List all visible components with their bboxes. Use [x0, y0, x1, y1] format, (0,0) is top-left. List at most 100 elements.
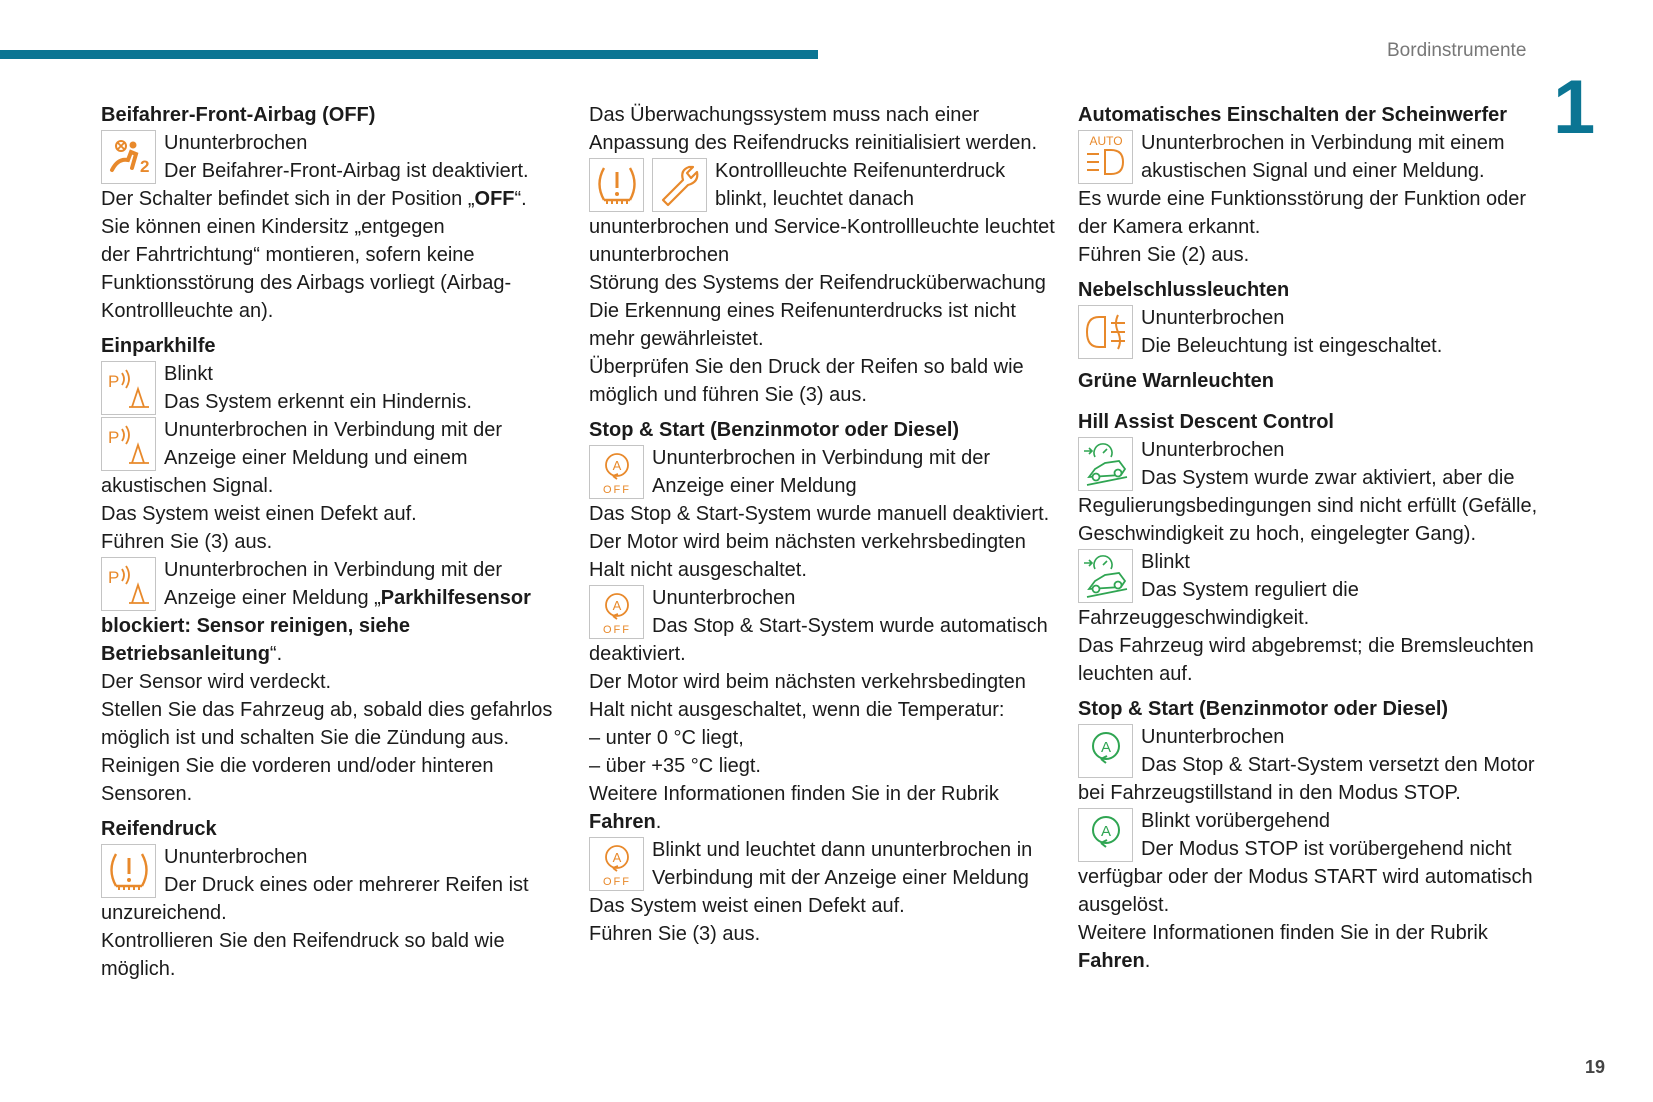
text-line: leuchten auf. — [1078, 663, 1193, 685]
section-heading: Beifahrer-Front-Airbag (OFF) — [101, 104, 376, 126]
text-line: Kontrollleuchte an). — [101, 300, 274, 322]
text-line: Das System wurde zwar aktiviert, aber di… — [1141, 467, 1515, 489]
text-line: Die Beleuchtung ist eingeschaltet. — [1141, 335, 1443, 357]
text-line: mehr gewährleistet. — [589, 328, 764, 350]
text-line: ununterbrochen — [589, 244, 730, 266]
airbag-off-icon: 2 — [101, 130, 156, 184]
indicator-icons: 2 — [101, 130, 156, 184]
warning-light-entry: A OFF Ununterbrochen in Verbindung mit der… — [589, 444, 1059, 584]
column-3: Automatisches Einschalten der Scheinwerf… — [1078, 101, 1548, 975]
rear-fog-lamp-icon — [1078, 305, 1133, 359]
text-line: Das Stop & Start-System wurde automatisc… — [652, 615, 1048, 637]
bold-text: OFF — [474, 188, 515, 210]
page-number: 19 — [1585, 1057, 1606, 1077]
stop-start-icon: A — [1078, 724, 1133, 778]
warning-light-entry: Blinkt Das System reguliert die Fahrzeugge… — [1078, 548, 1548, 688]
warning-light-entry: A Blinkt vorübergehend Der Modus STOP ist … — [1078, 807, 1548, 975]
text-line: Ununterbrochen — [652, 587, 796, 609]
section-heading: Stop & Start (Benzinmotor oder Diesel) — [1078, 698, 1449, 720]
warning-light-entry: AUTO Ununterbrochen in Verbindung mit ein… — [1078, 129, 1548, 269]
warning-light-entry: A OFF Ununterbrochen Das Stop & Start-Syste… — [589, 584, 1059, 836]
indicator-icons: P — [101, 557, 156, 611]
text-line: Der Beifahrer-Front-Airbag ist deaktivie… — [164, 160, 529, 182]
text-line: Halt nicht ausgeschaltet. — [589, 559, 807, 581]
bold-text: Betriebsanleitung — [101, 643, 270, 665]
text-line: Der Druck eines oder mehrerer Reifen ist — [164, 874, 529, 896]
text-line: Das System erkennt ein Hindernis. — [164, 391, 472, 413]
bold-text: Parkhilfesensor — [380, 587, 531, 609]
hill-descent-icon — [1078, 549, 1133, 603]
bold-text: Fahren — [1078, 950, 1145, 972]
stop-start-off-icon: A OFF — [589, 445, 644, 499]
tire-pressure-icon — [589, 158, 644, 212]
text-line: Fahren. — [1078, 947, 1548, 975]
text-line: Störung des Systems der Reifendrucküberw… — [589, 272, 1046, 294]
text-line: ununterbrochen und Service-Kontrollleuch… — [589, 216, 1055, 238]
svg-text:OFF: OFF — [603, 624, 631, 636]
text-line: Die Erkennung eines Reifenunterdrucks is… — [589, 300, 1016, 322]
indicator-icons: A OFF — [589, 445, 644, 499]
text-line: blinkt, leuchtet danach — [715, 188, 915, 210]
header-accent-bar — [0, 50, 818, 59]
wrench-icon — [652, 158, 707, 212]
section-heading: Stop & Start (Benzinmotor oder Diesel) — [589, 419, 960, 441]
svg-text:A: A — [612, 850, 621, 865]
text-line: ausgelöst. — [1078, 894, 1170, 916]
indicator-icons — [589, 158, 707, 212]
text-line: akustischen Signal. — [101, 475, 274, 497]
bold-text: Fahren — [589, 811, 656, 833]
indicator-icons — [101, 844, 156, 898]
text-segment: Anzeige einer Meldung „ — [164, 587, 381, 609]
text-line: Ununterbrochen in Verbindung mit der — [652, 447, 990, 469]
text-line: Sensoren. — [101, 783, 193, 805]
text-line: Führen Sie (2) aus. — [1078, 244, 1250, 266]
text-line: – über +35 °C liegt. — [589, 755, 761, 777]
svg-text:2: 2 — [140, 157, 149, 176]
text-line: Blinkt — [1141, 551, 1190, 573]
section-heading: Hill Assist Descent Control — [1078, 411, 1334, 433]
section-title: Bordinstrumente — [1387, 40, 1527, 61]
text-line: Stellen Sie das Fahrzeug ab, sobald dies… — [101, 699, 553, 721]
text-line: Es wurde eine Funktionsstörung der Funkt… — [1078, 188, 1527, 210]
text-line: blockiert: Sensor reinigen, siehe — [101, 612, 561, 640]
warning-light-entry: Das Überwachungssystem muss nach einer An… — [589, 101, 1059, 157]
text-line: Überprüfen Sie den Druck der Reifen so b… — [589, 356, 1024, 378]
text-line: Ununterbrochen — [164, 132, 308, 154]
warning-light-entry: P Ununterbrochen in Verbindung mit der Anz… — [101, 556, 561, 808]
indicator-icons: A — [1078, 808, 1133, 862]
stop-start-off-icon: A OFF — [589, 837, 644, 891]
text-line: Das System weist einen Defekt auf. — [589, 895, 905, 917]
indicator-icons: A — [1078, 724, 1133, 778]
svg-text:OFF: OFF — [603, 876, 631, 888]
indicator-icons: A OFF — [589, 585, 644, 639]
text-line: Betriebsanleitung“. — [101, 640, 561, 668]
text-line: Anzeige einer Meldung und einem — [164, 447, 468, 469]
indicator-icons: AUTO — [1078, 130, 1133, 184]
park-assist-icon: P — [101, 557, 156, 611]
text-line: Fahren. — [589, 808, 1059, 836]
text-line: Ununterbrochen in Verbindung mit einem — [1141, 132, 1505, 154]
text-line: Der Schalter befindet sich in der Positi… — [101, 185, 561, 213]
tire-pressure-icon — [101, 844, 156, 898]
svg-text:A: A — [1100, 739, 1110, 756]
svg-text:P: P — [108, 372, 119, 391]
stop-start-icon: A — [1078, 808, 1133, 862]
hill-descent-icon — [1078, 437, 1133, 491]
svg-text:OFF: OFF — [603, 484, 631, 496]
text-line: Reinigen Sie die vorderen und/oder hinte… — [101, 755, 494, 777]
text-line: – unter 0 °C liegt, — [589, 727, 744, 749]
text-line: Der Modus STOP ist vorübergehend nicht — [1141, 838, 1512, 860]
warning-light-entry: Ununterbrochen Die Beleuchtung ist einges… — [1078, 304, 1548, 360]
text-line: Blinkt — [164, 363, 213, 385]
warning-light-entry: Ununterbrochen Das System wurde zwar akti… — [1078, 436, 1548, 548]
text-line: bei Fahrzeugstillstand in den Modus STOP… — [1078, 782, 1461, 804]
text-line: Ununterbrochen — [1141, 307, 1285, 329]
indicator-icons — [1078, 305, 1133, 359]
text-line: der Kamera erkannt. — [1078, 216, 1261, 238]
svg-text:P: P — [108, 428, 119, 447]
text-line: der Fahrtrichtung“ montieren, sofern kei… — [101, 244, 475, 266]
warning-light-entry: 2 Ununterbrochen Der Beifahrer-Front-Airba… — [101, 129, 561, 325]
text-line: deaktiviert. — [589, 643, 686, 665]
text-line: möglich ist und schalten Sie die Zündung… — [101, 727, 510, 749]
text-line: Führen Sie (3) aus. — [589, 923, 761, 945]
